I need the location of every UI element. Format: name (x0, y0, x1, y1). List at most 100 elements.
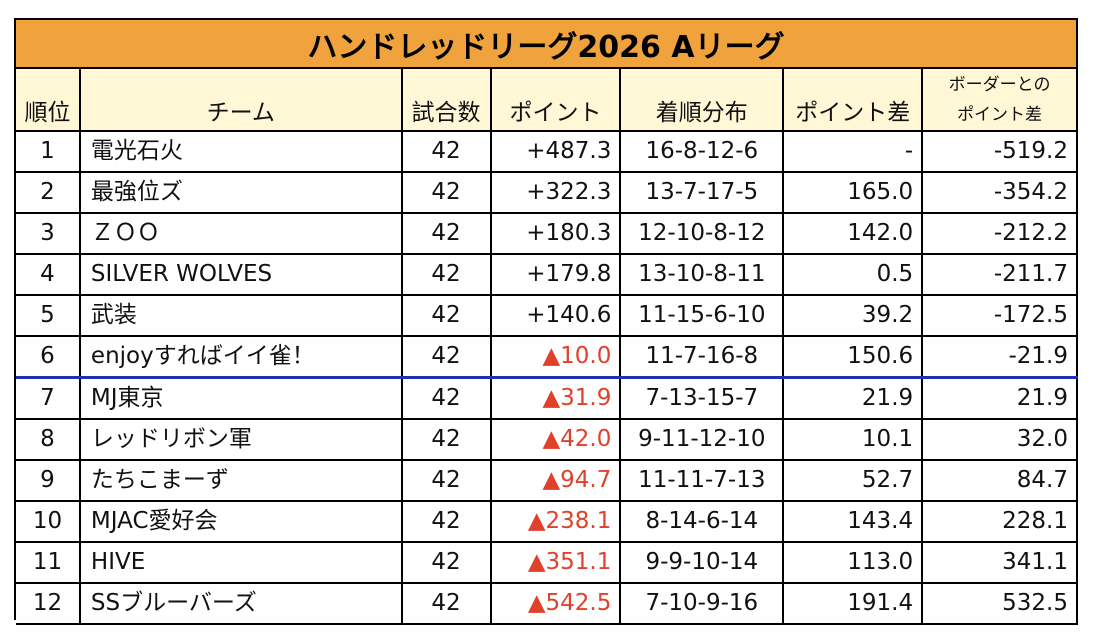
table-row: 5 武装 42 +140.6 11-15-6-10 39.2 -172.5 (16, 295, 1078, 337)
header-distribution: 着順分布 (620, 69, 785, 132)
cell-distribution: 11-15-6-10 (620, 295, 785, 337)
header-border-diff-line1: ボーダーとの (948, 74, 1051, 95)
cell-rank: 2 (16, 172, 81, 214)
cell-team: SILVER WOLVES (79, 254, 403, 296)
cell-rank: 12 (16, 583, 81, 625)
cell-points: ▲42.0 (490, 419, 622, 461)
table-row: 10 MJAC愛好会 42 ▲238.1 8-14-6-14 143.4 228.1 (16, 501, 1078, 543)
cell-points: ▲10.0 (490, 336, 622, 379)
cell-games: 42 (401, 131, 492, 173)
table-row: 1 電光石火 42 +487.3 16-8-12-6- -519.2 (16, 131, 1078, 173)
cell-points: +140.6 (490, 295, 622, 337)
header-team: チーム (79, 69, 403, 132)
cell-point-diff: 142.0 (783, 213, 924, 255)
cell-distribution: 13-7-17-5 (620, 172, 785, 214)
cell-border-diff: -519.2 (922, 131, 1078, 173)
cell-rank: 8 (16, 419, 81, 461)
cell-points: +322.3 (490, 172, 622, 214)
cell-rank: 4 (16, 254, 81, 296)
standings-table: 順位 チーム 試合数 ポイント 着順分布 ポイント差 ボーダーとの ポイント差 … (16, 69, 1078, 625)
table-row: 7 MJ東京 42 ▲31.9 7-13-15-7 21.9 21.9 (16, 377, 1078, 420)
table-row: 12 SSブルーバーズ 42 ▲542.5 7-10-9-16 191.4 532.5 (16, 583, 1078, 625)
cell-points: +180.3 (490, 213, 622, 255)
cell-games: 42 (401, 172, 492, 214)
cell-points: +179.8 (490, 254, 622, 296)
cell-rank: 1 (16, 131, 81, 173)
standings-table-container: ハンドレッドリーグ2026 Aリーグ 順位 チーム 試合数 ポイント 着順分布 … (14, 18, 1078, 625)
cell-team: レッドリボン軍 (79, 419, 403, 461)
table-row: 2 最強位ズ 42 +322.3 13-7-17-5 165.0 -354.2 (16, 172, 1078, 214)
cell-points: ▲31.9 (490, 377, 622, 420)
cell-distribution: 11-7-16-8 (620, 336, 785, 379)
cell-border-diff: -211.7 (922, 254, 1078, 296)
cell-distribution: 12-10-8-12 (620, 213, 785, 255)
cell-border-diff: 32.0 (922, 419, 1078, 461)
table-row: 6 enjoyすればイイ雀！ 42 ▲10.0 11-7-16-8 150.6 -21.9 (16, 336, 1078, 379)
cell-games: 42 (401, 295, 492, 337)
cell-team: 最強位ズ (79, 172, 403, 214)
header-rank: 順位 (16, 69, 81, 132)
cell-games: 42 (401, 419, 492, 461)
cell-point-diff: 143.4 (783, 501, 924, 543)
cell-border-diff: 228.1 (922, 501, 1078, 543)
header-border-diff-line2: ポイント差 (957, 104, 1043, 125)
cell-rank: 9 (16, 460, 81, 502)
cell-point-diff: 39.2 (783, 295, 924, 337)
cell-point-diff: 52.7 (783, 460, 924, 502)
cell-border-diff: 341.1 (922, 542, 1078, 584)
header-points: ポイント (490, 69, 622, 132)
cell-point-diff: 191.4 (783, 583, 924, 625)
cell-points: ▲94.7 (490, 460, 622, 502)
cell-team: たちこまーず (79, 460, 403, 502)
cell-distribution: 7-10-9-16 (620, 583, 785, 625)
cell-games: 42 (401, 213, 492, 255)
cell-border-diff: -172.5 (922, 295, 1078, 337)
cell-team: 武装 (79, 295, 403, 337)
cell-team: SSブルーバーズ (79, 583, 403, 625)
cell-games: 42 (401, 377, 492, 420)
table-title: ハンドレッドリーグ2026 Aリーグ (16, 20, 1078, 69)
cell-border-diff: 532.5 (922, 583, 1078, 625)
header-border-diff: ボーダーとの ポイント差 (922, 69, 1078, 132)
cell-point-diff: 113.0 (783, 542, 924, 584)
cell-point-diff: 0.5 (783, 254, 924, 296)
cell-point-diff: 165.0 (783, 172, 924, 214)
cell-rank: 5 (16, 295, 81, 337)
cell-points: ▲351.1 (490, 542, 622, 584)
cell-point-diff: 10.1 (783, 419, 924, 461)
cell-games: 42 (401, 583, 492, 625)
cell-games: 42 (401, 460, 492, 502)
cell-border-diff: -212.2 (922, 213, 1078, 255)
cell-rank: 6 (16, 336, 81, 379)
cell-team: 電光石火 (79, 131, 403, 173)
header-point-diff: ポイント差 (783, 69, 924, 132)
cell-border-diff: 84.7 (922, 460, 1078, 502)
cell-rank: 11 (16, 542, 81, 584)
header-games: 試合数 (401, 69, 492, 132)
cell-team: enjoyすればイイ雀！ (79, 336, 403, 379)
cell-games: 42 (401, 542, 492, 584)
cell-points: +487.3 (490, 131, 622, 173)
header-row: 順位 チーム 試合数 ポイント 着順分布 ポイント差 ボーダーとの ポイント差 (16, 69, 1078, 132)
table-row: 11 HIVE 42 ▲351.1 9-9-10-14 113.0 341.1 (16, 542, 1078, 584)
table-body: 1 電光石火 42 +487.3 16-8-12-6- -519.2 2 最強位ズ 42 +322… (16, 131, 1078, 625)
cell-distribution: 7-13-15-7 (620, 377, 785, 420)
cell-rank: 3 (16, 213, 81, 255)
cell-points: ▲542.5 (490, 583, 622, 625)
cell-distribution: 9-11-12-10 (620, 419, 785, 461)
cell-point-diff: - (783, 131, 924, 173)
cell-border-diff: -21.9 (922, 336, 1078, 379)
cell-distribution: 8-14-6-14 (620, 501, 785, 543)
cell-distribution: 9-9-10-14 (620, 542, 785, 584)
cell-team: MJAC愛好会 (79, 501, 403, 543)
table-row: 4 SILVER WOLVES 42 +179.8 13-10-8-11 0.5 -211.… (16, 254, 1078, 296)
table-row: 8 レッドリボン軍 42 ▲42.0 9-11-12-10 10.1 32.0 (16, 419, 1078, 461)
cell-team: MJ東京 (79, 377, 403, 420)
cell-distribution: 16-8-12-6 (620, 131, 785, 173)
cell-border-diff: 21.9 (922, 377, 1078, 420)
cell-games: 42 (401, 501, 492, 543)
table-row: 9 たちこまーず 42 ▲94.7 11-11-7-13 52.7 84.7 (16, 460, 1078, 502)
cell-distribution: 13-10-8-11 (620, 254, 785, 296)
cell-point-diff: 21.9 (783, 377, 924, 420)
cell-distribution: 11-11-7-13 (620, 460, 785, 502)
